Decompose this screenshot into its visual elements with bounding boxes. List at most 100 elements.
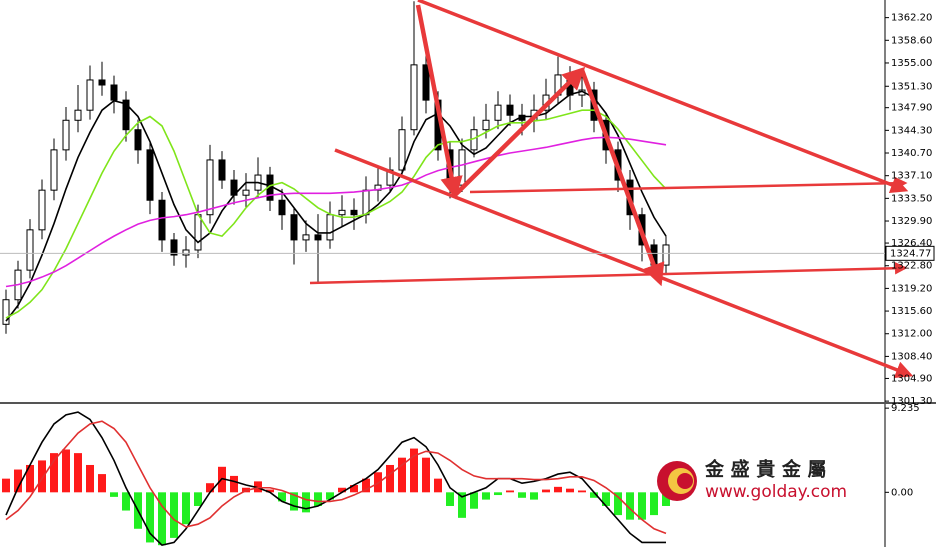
histogram-bar <box>662 492 670 506</box>
y-tick-label: 1315.60 <box>891 306 932 317</box>
trend-arrow <box>415 4 463 200</box>
candle-body <box>158 199 166 241</box>
candle-body <box>206 159 214 216</box>
candle-body <box>74 109 82 121</box>
candle-body <box>362 189 370 216</box>
candle-body <box>326 214 334 241</box>
logo-url: www.golday.com <box>705 482 847 502</box>
candle-body <box>62 119 70 151</box>
histogram-bar <box>74 453 82 493</box>
candle-body <box>314 234 322 241</box>
histogram-bar <box>494 492 502 496</box>
histogram-bar <box>398 457 406 493</box>
y-tick-label: 1333.50 <box>891 193 932 204</box>
candle-body <box>398 129 406 171</box>
candle-body <box>338 209 346 216</box>
logo-name: 金 盛 貴 金 屬 <box>704 458 826 481</box>
candle-body <box>86 79 94 111</box>
histogram-bar <box>314 492 322 506</box>
candle-body <box>170 239 178 256</box>
histogram-bar <box>230 475 238 493</box>
candle-body <box>506 104 514 116</box>
candle-body <box>98 79 106 86</box>
candle-body <box>422 64 430 101</box>
histogram-bar <box>302 492 310 513</box>
candle-body <box>458 149 466 186</box>
histogram-bar <box>482 492 490 500</box>
y-tick-label: 1312.00 <box>891 329 932 340</box>
histogram-bar <box>554 486 562 493</box>
histogram-bar <box>50 453 58 493</box>
histogram-bar <box>278 492 286 502</box>
candle-body <box>146 149 154 201</box>
candle-body <box>350 209 358 216</box>
histogram-bar <box>590 492 598 498</box>
candle-body <box>194 214 202 251</box>
histogram-bar <box>62 449 70 493</box>
y-tick-label: 1322.80 <box>891 261 932 272</box>
histogram-bar <box>38 460 46 493</box>
histogram-bar <box>638 492 646 520</box>
candle-body <box>482 119 490 131</box>
candle-body <box>302 234 310 241</box>
histogram-bar <box>14 469 22 493</box>
histogram-bar <box>338 487 346 493</box>
y-tick-label: 1347.90 <box>891 103 932 114</box>
y-tick-label: 1340.70 <box>891 148 932 159</box>
y-tick-label: 1308.40 <box>891 351 932 362</box>
histogram-bar <box>2 478 10 493</box>
y-tick-label: 1351.30 <box>891 81 932 92</box>
y-tick-label: 1337.10 <box>891 171 932 182</box>
histogram-bar <box>26 464 34 493</box>
trend-arrow <box>579 69 665 287</box>
histogram-bar <box>326 492 334 500</box>
candle-body <box>26 229 34 271</box>
y-tick-label: 1304.90 <box>891 373 932 384</box>
candle-body <box>122 99 130 131</box>
histogram-bar <box>506 490 514 493</box>
candle-body <box>410 64 418 131</box>
histogram-bar <box>266 489 274 493</box>
histogram-bar <box>614 492 622 516</box>
candle-body <box>38 189 46 231</box>
histogram-bar <box>122 492 130 511</box>
indicator-line <box>5 411 666 547</box>
y-tick-label: 1319.20 <box>891 283 932 294</box>
logo-icon <box>677 473 693 489</box>
y-tick-label: 0.00 <box>891 487 913 498</box>
histogram-bar <box>410 448 418 493</box>
candle-body <box>134 129 142 151</box>
histogram-bar <box>434 478 442 493</box>
candle-body <box>494 104 502 121</box>
histogram-bar <box>290 492 298 511</box>
trend-arrow <box>453 66 586 197</box>
indicator-line <box>5 109 667 319</box>
histogram-bar <box>254 481 262 493</box>
histogram-bar <box>386 464 394 493</box>
histogram-bar <box>458 492 466 518</box>
histogram-bar <box>146 492 154 543</box>
candle-body <box>290 214 298 241</box>
histogram-bar <box>530 492 538 500</box>
histogram-bar <box>206 483 214 493</box>
trend-arrow <box>334 148 914 379</box>
y-tick-label: 1355.00 <box>891 58 932 69</box>
histogram-bar <box>170 492 178 538</box>
histogram-bar <box>182 492 190 525</box>
logo: 金 盛 貴 金 屬 www.golday.com <box>657 458 847 502</box>
candle-body <box>662 244 670 266</box>
trend-arrow <box>417 0 909 194</box>
candle-body <box>50 149 58 191</box>
histogram-bar <box>86 464 94 493</box>
histogram-bar <box>422 457 430 493</box>
histogram-bar <box>626 492 634 520</box>
trend-arrow <box>469 176 908 194</box>
y-tick-label: 1301.30 <box>891 396 932 407</box>
histogram-bar <box>650 492 658 516</box>
indicator-line <box>5 136 667 288</box>
histogram-bar <box>350 485 358 493</box>
plot-area <box>2 1 670 547</box>
histogram-bar <box>158 492 166 546</box>
histogram-bar <box>578 490 586 493</box>
histogram-bar <box>446 492 454 506</box>
